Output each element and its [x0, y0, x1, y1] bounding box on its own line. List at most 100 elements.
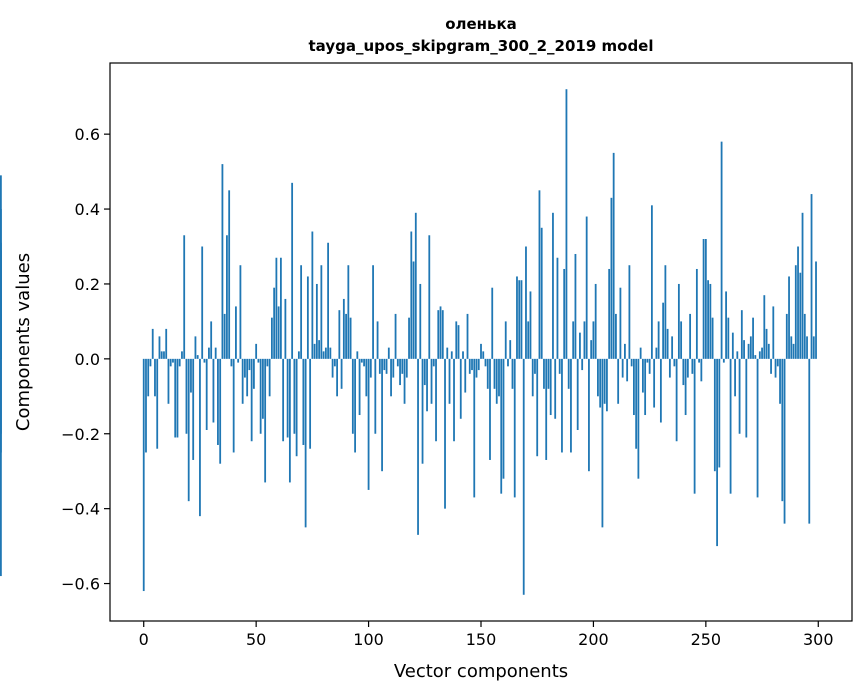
y-tick-label: 0.0 — [75, 350, 100, 369]
bar-219 — [635, 358, 638, 449]
bar-67 — [293, 358, 296, 434]
bar-28 — [205, 358, 208, 430]
bar-163 — [509, 340, 512, 359]
bar-46 — [246, 358, 249, 397]
bar-19 — [185, 358, 188, 434]
bar-236 — [673, 358, 676, 367]
bar-294 — [803, 313, 806, 359]
plot-frame — [109, 62, 853, 622]
bar-74 — [309, 358, 312, 449]
bar-241 — [684, 358, 687, 416]
bar-289 — [792, 343, 795, 359]
bar-290 — [794, 265, 797, 359]
bar-73 — [306, 276, 309, 359]
bar-243 — [689, 313, 692, 359]
bar-233 — [666, 328, 669, 359]
bar-95 — [356, 351, 359, 359]
bar-266 — [740, 310, 743, 359]
bar-204 — [601, 358, 604, 528]
bar-183 — [554, 358, 557, 419]
bar-134 — [444, 358, 446, 509]
bar-55 — [266, 358, 269, 367]
bar-17 — [181, 351, 183, 359]
bar-164 — [511, 358, 514, 389]
bar-280 — [772, 306, 775, 359]
bar-118 — [408, 317, 410, 359]
y-tick-label: 0.2 — [75, 275, 100, 294]
bar-80 — [322, 351, 325, 359]
bar-129 — [432, 358, 435, 367]
bar-9 — [163, 351, 165, 359]
bar-190 — [570, 358, 572, 453]
bar-182 — [552, 212, 554, 359]
y-axis-ticks: −0.6 −0.4 −0.2 0.0 0.2 0.4 0.6 — [61, 125, 110, 594]
bar-0 — [142, 358, 145, 592]
bar-142 — [462, 351, 464, 359]
bar-201 — [594, 283, 597, 359]
y-tick-label: 0.6 — [75, 125, 100, 144]
bar-278 — [767, 343, 770, 359]
bar-157 — [495, 358, 498, 404]
bar-284 — [781, 358, 784, 502]
bar-40 — [232, 358, 235, 453]
y-tick-label: −0.2 — [61, 425, 100, 444]
bar-150 — [480, 343, 482, 359]
bar-32 — [214, 347, 217, 359]
bar-285 — [783, 358, 786, 524]
bar-1 — [145, 358, 147, 453]
x-tick-label: 150 — [466, 630, 497, 649]
bar-222 — [641, 358, 644, 393]
bar-50 — [255, 343, 258, 359]
bar-3 — [149, 358, 152, 367]
bar-117 — [405, 358, 408, 378]
bar-123 — [419, 283, 422, 359]
bar-287 — [788, 276, 790, 359]
bar-62 — [282, 358, 285, 442]
bar-232 — [664, 265, 667, 359]
bar-260 — [727, 317, 730, 359]
chart-subtitle: tayga_upos_skipgram_300_2_2019 model — [309, 37, 654, 55]
bar-264 — [736, 351, 739, 359]
bar-265 — [738, 358, 741, 434]
bar-91 — [347, 265, 350, 359]
bar-90 — [345, 313, 347, 359]
bar-173 — [531, 358, 534, 397]
bar-282 — [776, 358, 779, 367]
bar-169 — [522, 358, 525, 595]
bar-undefined — [0, 209, 2, 359]
bar-220 — [637, 358, 640, 479]
bar-18 — [183, 235, 186, 359]
bar-36 — [223, 313, 226, 359]
bar-86 — [336, 358, 338, 397]
bar-102 — [372, 265, 374, 359]
bar-124 — [421, 358, 424, 464]
x-axis-ticks: 0 50 100 150 200 250 300 — [139, 621, 834, 649]
bar-217 — [630, 358, 633, 367]
bar-272 — [754, 355, 757, 359]
bar-271 — [752, 317, 754, 359]
bar-39 — [230, 358, 233, 367]
bar-38 — [228, 190, 231, 359]
bar-64 — [286, 358, 289, 438]
bar-84 — [331, 358, 334, 378]
bar-267 — [743, 340, 745, 359]
bar-132 — [439, 306, 442, 359]
bar-54 — [264, 358, 267, 483]
bar-119 — [410, 231, 413, 359]
bar-273 — [756, 358, 759, 498]
x-tick-label: 50 — [246, 630, 266, 649]
bar-299 — [815, 261, 817, 359]
bar-250 — [704, 239, 707, 359]
bar-94 — [354, 358, 356, 453]
bar-235 — [671, 336, 674, 359]
bar-281 — [774, 358, 777, 378]
bar-53 — [262, 358, 264, 419]
bar-209 — [612, 152, 615, 359]
bar-49 — [253, 358, 255, 389]
bar-137 — [450, 351, 453, 359]
bar-254 — [713, 358, 716, 472]
bar-223 — [644, 358, 647, 416]
bar-116 — [403, 358, 406, 404]
bar-203 — [599, 358, 602, 408]
bar-37 — [226, 235, 228, 359]
